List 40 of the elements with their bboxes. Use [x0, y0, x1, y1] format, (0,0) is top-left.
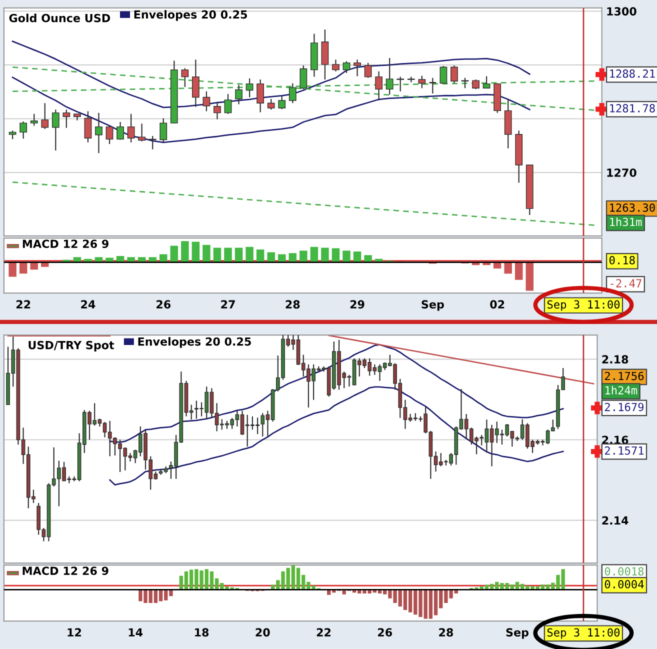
x-tick-label: 20	[256, 628, 270, 637]
x-tick-label: 12	[68, 628, 81, 636]
chart-title: MACD 12 26 9	[22, 566, 108, 576]
x-tick-label: 26	[156, 300, 171, 309]
x-tick-label: 29	[350, 300, 364, 309]
x-tick-label: 18	[195, 628, 209, 637]
text: 0.0004	[604, 580, 644, 588]
legend-label: Envelopes 20 0.25	[138, 337, 251, 348]
text: 1h31m	[610, 218, 642, 226]
y-tick-label: 1270	[607, 168, 636, 177]
x-tick-label: 02	[490, 300, 504, 309]
y-tick-label: 2.18	[602, 355, 628, 364]
text: 2.1679	[604, 402, 644, 412]
text: 1281.78	[610, 104, 655, 112]
x-tick-label: 26	[378, 628, 392, 637]
x-tick-label: 22	[316, 628, 331, 636]
x-tick-label: 28	[286, 300, 300, 309]
text: 1288.21	[610, 69, 655, 78]
text: 0.0018	[604, 567, 644, 576]
x-tick-label: 24	[81, 300, 96, 308]
text: 1263.30	[610, 203, 655, 212]
x-tick-label: 14	[128, 628, 143, 636]
x-tick-label: Sep	[422, 300, 444, 311]
text: 0.18	[609, 256, 635, 264]
text: 2.1756	[604, 372, 644, 380]
x-tick-label: 22	[16, 300, 30, 308]
legend-label: Envelopes 20 0.25	[134, 10, 247, 21]
x-tick-label: Sep	[506, 628, 529, 639]
y-tick-label: 2.14	[602, 516, 628, 525]
y-tick-label: 1300	[607, 7, 636, 16]
text: 1h24m	[605, 386, 638, 394]
x-tick-label: Sep 3 11:00	[547, 628, 620, 639]
chart-title: Gold Ounce USD	[9, 14, 110, 22]
x-tick-label: 28	[439, 628, 454, 637]
x-tick-label: Sep 3 11:00	[547, 300, 620, 311]
text: -2.47	[610, 279, 642, 288]
text: USD/TRY Spot	[28, 340, 114, 352]
chart-title: MACD 12 26 9	[22, 240, 108, 248]
text: 2.1571	[604, 446, 644, 455]
x-tick-label: 27	[221, 300, 235, 308]
